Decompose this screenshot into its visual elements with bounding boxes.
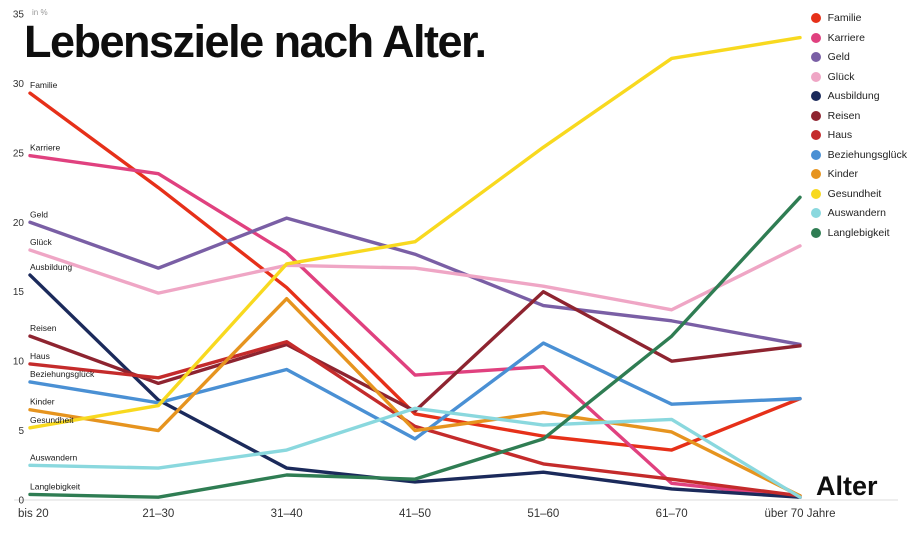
x-axis-title: Alter [816, 471, 878, 501]
legend-label: Langlebigkeit [827, 226, 890, 239]
series-label: Glück [30, 237, 52, 247]
x-tick-label: 51–60 [527, 508, 559, 520]
series-line-Reisen [28, 290, 802, 413]
legend-label: Karriere [827, 31, 865, 44]
legend-item: Kinder [810, 168, 907, 180]
legend-dot [810, 208, 821, 218]
series-line-Karriere [28, 153, 802, 499]
legend-dot [810, 130, 821, 140]
x-tick-label: 31–40 [271, 508, 303, 520]
legend-label: Kinder [827, 168, 858, 180]
series-label: Familie [30, 80, 58, 90]
legend-item: Ausbildung [810, 90, 907, 102]
x-tick-label: 21–30 [142, 508, 174, 520]
x-tick-label: über 70 Jahre [765, 508, 836, 520]
legend-dot [810, 71, 821, 82]
legend-item: Auswandern [810, 207, 907, 219]
series-label: Haus [30, 351, 50, 361]
series-label: Gesundheit [30, 415, 74, 425]
legend-dot [810, 13, 821, 23]
series-label: Karriere [30, 143, 61, 153]
y-tick-label: 15 [13, 287, 25, 298]
series-label: Beziehungsglück [30, 369, 95, 379]
legend-label: Auswandern [827, 207, 886, 219]
legend-item: Geld [810, 51, 907, 63]
legend-item: Glück [810, 70, 907, 83]
legend-dot [810, 149, 821, 160]
legend-dot [810, 52, 821, 62]
series-label: Reisen [30, 323, 57, 333]
legend-label: Beziehungsglück [827, 148, 907, 161]
legend-item: Reisen [810, 109, 907, 122]
legend-label: Ausbildung [827, 90, 880, 102]
legend-item: Karriere [810, 31, 907, 44]
y-tick-label: 20 [13, 218, 25, 229]
series-label: Ausbildung [30, 262, 72, 272]
y-tick-label: 35 [13, 10, 25, 21]
series-line-Glück [28, 244, 802, 312]
y-tick-label: 5 [18, 426, 24, 437]
legend-item: Beziehungsglück [810, 148, 907, 161]
legend-label: Familie [827, 12, 862, 24]
series-line-Auswandern [28, 406, 802, 499]
x-tick-label: 41–50 [399, 508, 431, 520]
legend-dot [810, 91, 821, 101]
series-line-Langlebigkeit [28, 195, 802, 499]
x-tick-label: 61–70 [656, 508, 688, 520]
y-tick-label: 0 [18, 496, 24, 507]
legend-item: Haus [810, 129, 907, 141]
series-line-Gesundheit [28, 35, 802, 430]
legend-dot [810, 227, 821, 238]
y-tick-label: 10 [13, 357, 25, 368]
x-tick-label: bis 20 [18, 508, 49, 520]
legend-label: Haus [827, 129, 853, 141]
legend-label: Reisen [827, 109, 861, 122]
legend-item: Familie [810, 12, 907, 24]
legend-dot [810, 188, 821, 199]
legend-dot [810, 110, 821, 121]
legend-label: Geld [827, 51, 850, 63]
legend: Familie Karriere Geld Glück Ausbildung Reisen… [810, 12, 907, 239]
series-label: Langlebigkeit [30, 481, 81, 491]
y-tick-label: 25 [13, 148, 25, 159]
series-label: Auswandern [30, 452, 78, 462]
legend-dot [810, 169, 821, 179]
legend-label: Glück [827, 70, 855, 83]
series-line-Beziehungsglück [28, 341, 802, 441]
series-line-Kinder [28, 296, 802, 498]
series-label: Kinder [30, 397, 55, 407]
legend-label: Gesundheit [827, 187, 882, 200]
series-line-Ausbildung [28, 273, 802, 499]
series-line-Geld [28, 216, 802, 347]
series-line-Familie [28, 91, 802, 452]
series-label: Geld [30, 209, 48, 219]
y-tick-label: 30 [13, 79, 25, 90]
legend-item: Gesundheit [810, 187, 907, 200]
series-line-Haus [28, 340, 802, 498]
legend-dot [810, 32, 821, 43]
legend-item: Langlebigkeit [810, 226, 907, 239]
y-axis-unit-label: in % [32, 8, 48, 17]
